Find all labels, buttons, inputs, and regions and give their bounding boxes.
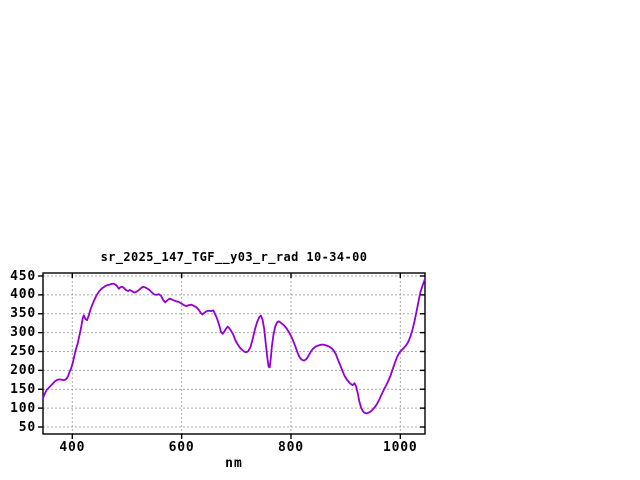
y-tick-label: 50 bbox=[18, 419, 36, 435]
spectrum-curve bbox=[41, 278, 426, 415]
x-tick-label: 600 bbox=[168, 440, 195, 455]
y-tick-label: 150 bbox=[10, 381, 36, 397]
y-tick-label: 350 bbox=[10, 306, 36, 322]
x-tick-label: 1000 bbox=[383, 440, 418, 455]
y-tick-label: 100 bbox=[10, 400, 36, 416]
y-tick-label: 250 bbox=[10, 344, 36, 359]
plot-border bbox=[42, 272, 426, 435]
chart-title: sr_2025_147_TGF__y03_r_rad 10-34-00 bbox=[100, 250, 368, 264]
x-axis-title: nm bbox=[225, 456, 243, 471]
y-tick-label: 400 bbox=[10, 287, 36, 303]
x-tick-label: 400 bbox=[59, 440, 86, 455]
y-tick-label: 300 bbox=[10, 325, 36, 341]
y-tick-label: 450 bbox=[10, 268, 36, 284]
y-tick-label: 200 bbox=[10, 362, 36, 378]
x-tick-label: 800 bbox=[278, 440, 304, 455]
